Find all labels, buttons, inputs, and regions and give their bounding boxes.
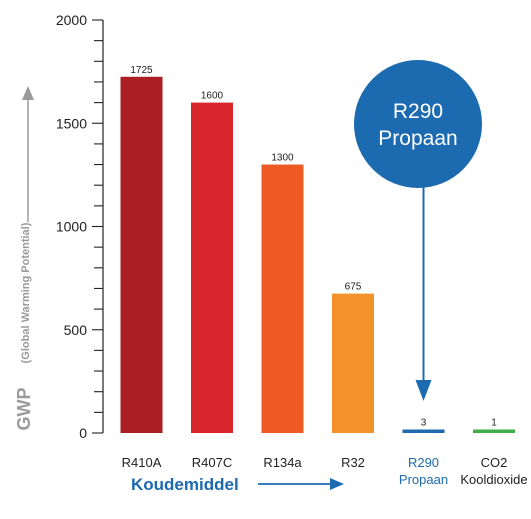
- bar: [120, 76, 163, 433]
- y-tick-label: 0: [79, 425, 87, 441]
- y-axis-label-main: GWP: [14, 388, 34, 431]
- bar-data-label: 1: [491, 418, 497, 429]
- bar-data-label: 1725: [130, 65, 153, 76]
- x-tick-label-line: R410A: [122, 455, 162, 470]
- y-tick-label: 1500: [56, 115, 87, 131]
- y-tick-label: 1000: [56, 219, 87, 235]
- y-tick-label: 500: [64, 322, 88, 338]
- y-tick-label: 2000: [56, 12, 87, 28]
- x-tick-label-line: Propaan: [399, 472, 448, 487]
- x-tick-label: R407C: [192, 455, 232, 470]
- x-axis-label: Koudemiddel: [131, 475, 344, 494]
- bar: [332, 293, 374, 433]
- x-tick-label: R134a: [263, 455, 302, 470]
- bar-data-label: 675: [345, 282, 362, 293]
- callout: R290 Propaan: [354, 60, 482, 401]
- x-tick-label: R290 Propaan: [399, 455, 448, 487]
- x-tick-label: R32: [341, 455, 365, 470]
- bar: [261, 164, 304, 434]
- y-axis-label: (Global Warming Potential) GWP: [14, 86, 34, 431]
- x-tick-label-line: R134a: [263, 455, 302, 470]
- data-labels: 1725 1600 1300 675 3 1: [130, 65, 497, 429]
- bar: [402, 429, 445, 433]
- x-axis-label-arrow-head: [330, 478, 344, 490]
- x-tick-label: R410A: [122, 455, 162, 470]
- bar-data-label: 1600: [201, 91, 224, 102]
- x-tick-label: CO2 Kooldioxide: [460, 455, 527, 487]
- x-tick-label-line: R290: [408, 455, 439, 470]
- category-labels: R410A R407C R134a R32 R290 Propaan CO2 Kooldiox…: [122, 455, 528, 487]
- bars: [120, 76, 515, 434]
- y-ticks: 0 500 1000 1500 2000: [56, 12, 103, 441]
- bar: [473, 429, 515, 433]
- x-tick-label-line: Kooldioxide: [460, 472, 527, 487]
- callout-arrow-head: [415, 380, 432, 401]
- x-tick-label-line: CO2: [481, 455, 508, 470]
- callout-text-line: R290: [393, 100, 443, 123]
- callout-circle: [354, 60, 482, 188]
- x-tick-label-line: R407C: [192, 455, 232, 470]
- bar-data-label: 1300: [271, 153, 294, 164]
- callout-text-line: Propaan: [378, 127, 457, 150]
- y-axis-label-sub: (Global Warming Potential): [20, 222, 32, 363]
- x-axis-label-text: Koudemiddel: [131, 475, 239, 494]
- bar: [191, 102, 233, 433]
- x-tick-label-line: R32: [341, 455, 365, 470]
- y-axis-label-arrow-head: [22, 86, 34, 100]
- bar-data-label: 3: [421, 418, 427, 429]
